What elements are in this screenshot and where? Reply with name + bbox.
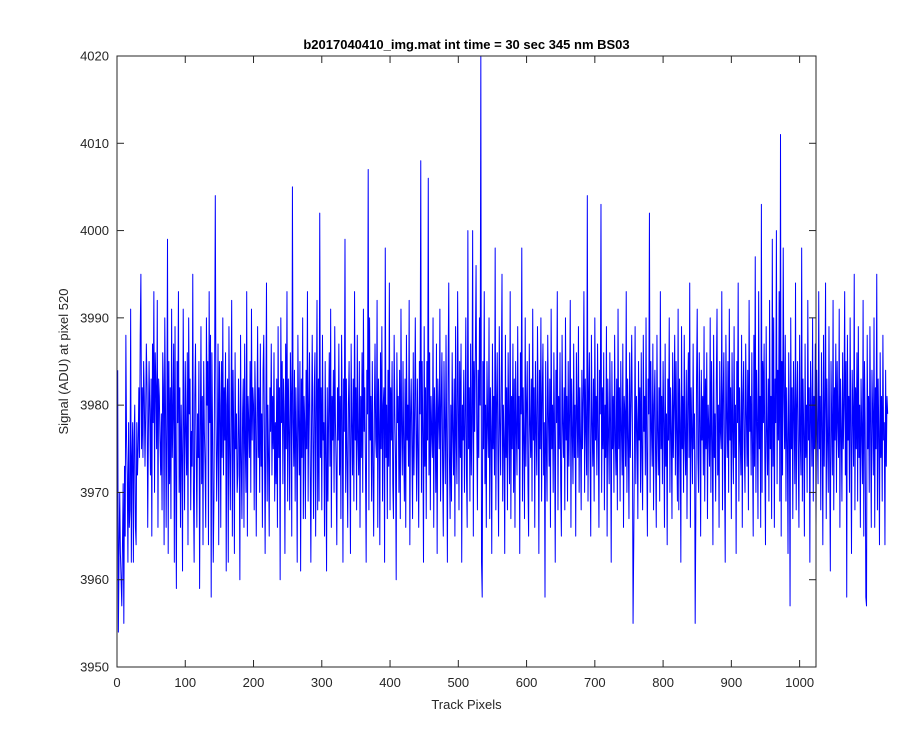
axes-box (116, 55, 817, 668)
y-tick-label: 3970 (80, 485, 109, 500)
chart-title: b2017040410_img.mat int time = 30 sec 34… (303, 37, 629, 52)
x-axis-ticks: 0 100 200 300 400 500 600 700 800 900 1000 (113, 56, 814, 690)
y-tick-label: 4020 (80, 49, 109, 64)
x-tick-label: 400 (379, 675, 401, 690)
x-tick-label: 800 (652, 675, 674, 690)
x-tick-label: 300 (311, 675, 333, 690)
y-tick-label: 3990 (80, 310, 109, 325)
y-tick-label: 3980 (80, 398, 109, 413)
x-tick-label: 900 (721, 675, 743, 690)
x-tick-label: 700 (584, 675, 606, 690)
y-axis-label: Signal (ADU) at pixel 520 (56, 289, 71, 435)
x-tick-label: 1000 (785, 675, 814, 690)
x-tick-label: 200 (243, 675, 265, 690)
x-axis-label: Track Pixels (431, 697, 502, 712)
y-tick-label: 3960 (80, 572, 109, 587)
x-tick-label: 600 (516, 675, 538, 690)
x-tick-label: 100 (174, 675, 196, 690)
y-tick-label: 4000 (80, 223, 109, 238)
x-tick-label: 500 (447, 675, 469, 690)
y-axis-ticks: 3950 3960 3970 3980 3990 4000 4010 4020 (80, 49, 816, 675)
x-tick-label: 0 (113, 675, 120, 690)
y-tick-label: 3950 (80, 660, 109, 675)
signal-series-line (117, 55, 889, 633)
y-tick-label: 4010 (80, 136, 109, 151)
